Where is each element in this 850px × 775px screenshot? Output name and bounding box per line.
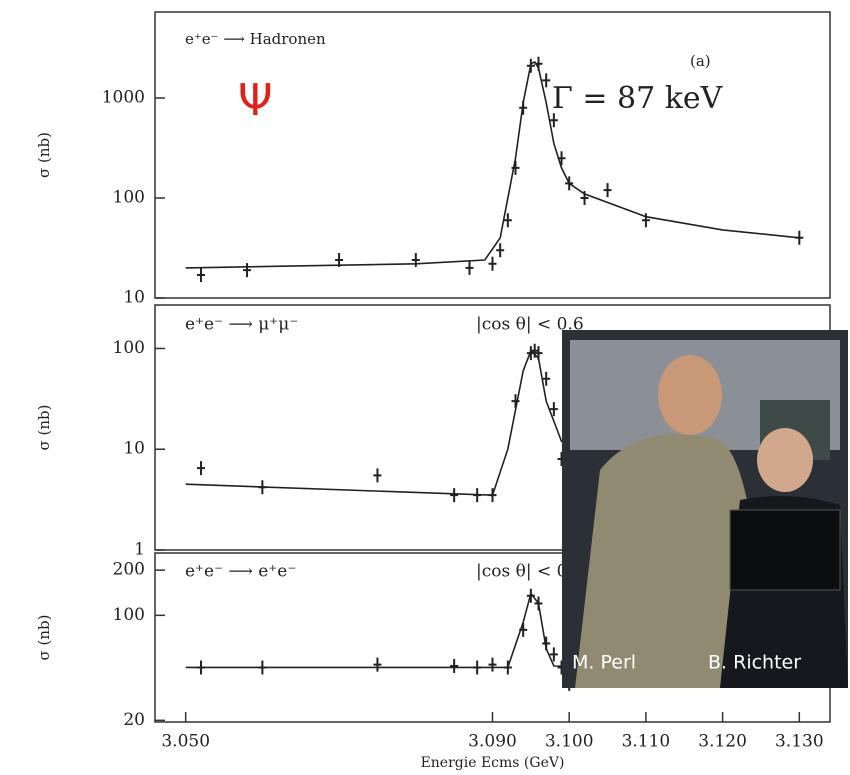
x-tick-label: 3.120 <box>698 732 747 752</box>
photo-face <box>757 428 813 492</box>
y-tick-label: 100 <box>113 338 145 358</box>
data-point <box>373 468 381 482</box>
x-tick-label: 3.110 <box>622 732 671 752</box>
photo-caption: M. Perl <box>572 652 636 674</box>
photo: M. Perl B. Richter <box>562 330 848 688</box>
y-tick-label: 1000 <box>102 88 145 108</box>
data-point <box>243 263 251 277</box>
x-tick-label: 3.050 <box>161 732 210 752</box>
data-point <box>496 243 504 257</box>
y-tick-label: 20 <box>123 710 145 730</box>
y-tick-label: 200 <box>113 560 145 580</box>
y-tick-label: 10 <box>123 288 145 308</box>
data-point <box>197 268 205 282</box>
panel-frame <box>155 12 830 298</box>
x-tick-label: 3.090 <box>468 732 517 752</box>
data-point <box>489 257 497 271</box>
data-point <box>489 658 497 672</box>
y-tick-label: 100 <box>113 188 145 208</box>
photo-face <box>658 355 722 435</box>
annotation: Γ = 87 keV <box>552 81 724 116</box>
data-point <box>542 73 550 87</box>
data-point <box>450 488 458 502</box>
annotation: e⁺e⁻ ⟶ μ⁺μ⁻ <box>185 315 298 335</box>
annotation: e⁺e⁻ ⟶ Hadronen <box>185 30 326 48</box>
y-tick-label: 100 <box>113 605 145 625</box>
x-tick-label: 3.100 <box>545 732 594 752</box>
figure: 10 100 1000 σ (nb) e⁺e⁻ ⟶ Hadronen (a) Ψ Γ = 87… <box>0 0 850 775</box>
data-point <box>465 261 473 275</box>
annotation: Ψ <box>238 75 273 126</box>
y-axis-label: σ (nb) <box>35 615 53 661</box>
x-tick-label: 3.130 <box>775 732 824 752</box>
annotation: e⁺e⁻ ⟶ e⁺e⁻ <box>185 562 296 582</box>
data-point <box>450 659 458 673</box>
photo-caption: B. Richter <box>708 652 801 674</box>
annotation: (a) <box>690 52 711 70</box>
y-axis-label: σ (nb) <box>35 132 53 178</box>
data-point <box>197 461 205 475</box>
y-tick-label: 10 <box>123 439 145 459</box>
y-tick-label: 1 <box>134 540 145 560</box>
data-point <box>604 183 612 197</box>
y-axis-label: σ (nb) <box>35 405 53 451</box>
x-axis-label: Energie Ecms (GeV) <box>421 755 565 771</box>
data-point <box>373 658 381 672</box>
photo-book <box>730 510 840 590</box>
data-point <box>412 253 420 267</box>
